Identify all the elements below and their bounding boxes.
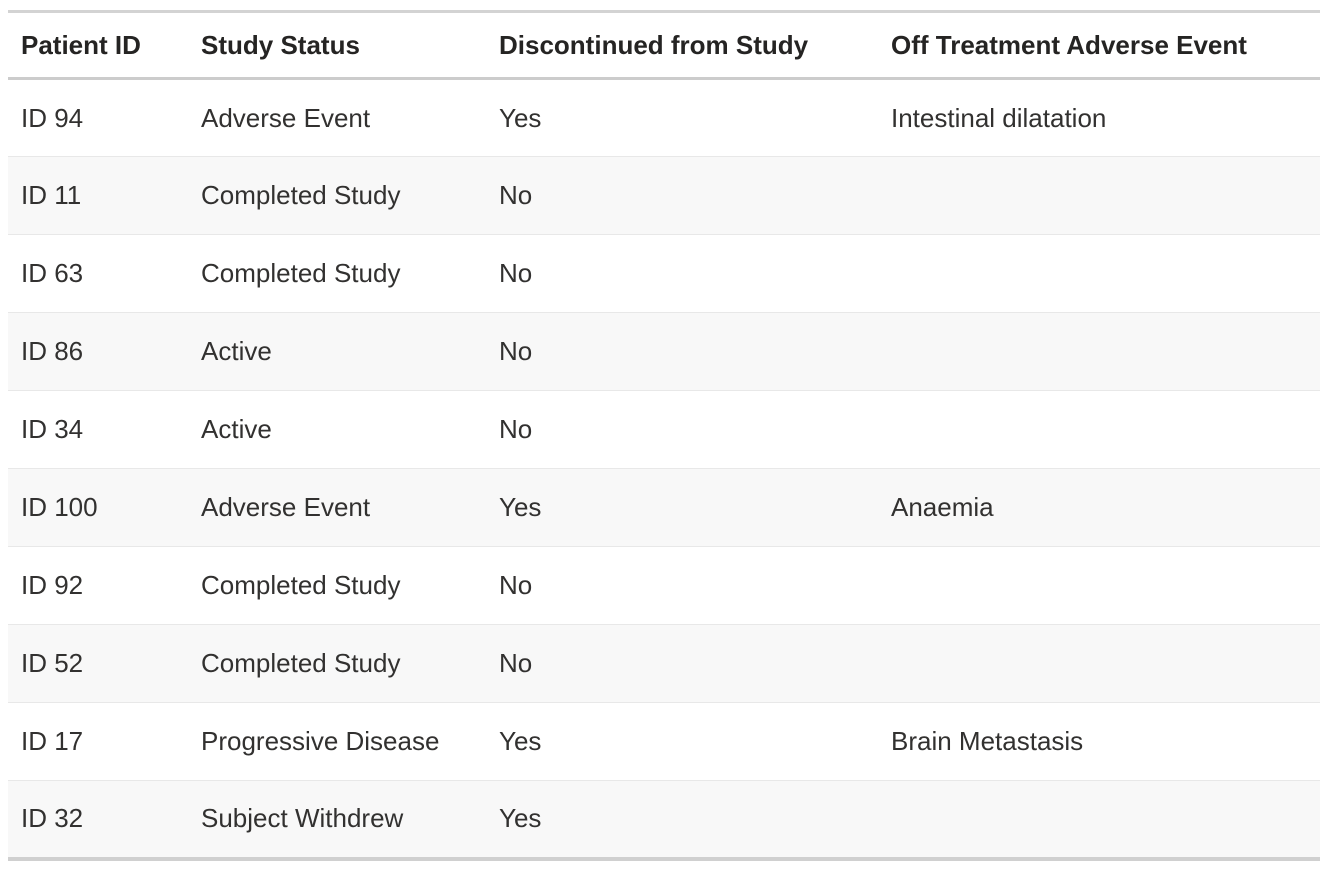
table-cell-discontinued[interactable]: Yes: [486, 468, 878, 547]
table-cell-discontinued[interactable]: No: [486, 624, 878, 703]
table-cell-patient_id[interactable]: ID 52: [8, 624, 188, 703]
table-cell-adverse_event[interactable]: Anaemia: [878, 468, 1320, 547]
table-cell-adverse_event[interactable]: [878, 312, 1320, 391]
table-cell-study_status[interactable]: Completed Study: [188, 546, 486, 625]
table-cell-study_status[interactable]: Adverse Event: [188, 468, 486, 547]
table-cell-adverse_event[interactable]: [878, 390, 1320, 469]
table-row[interactable]: ID 63 Completed Study No: [8, 234, 1320, 313]
table-cell-patient_id[interactable]: ID 32: [8, 780, 188, 861]
table-cell-patient_id[interactable]: ID 63: [8, 234, 188, 313]
table-cell-study_status[interactable]: Adverse Event: [201, 102, 371, 133]
table-cell-adverse_event[interactable]: [878, 156, 1320, 235]
column-header-adverse-event[interactable]: Off Treatment Adverse Event: [878, 10, 1320, 80]
table-cell-adverse_event[interactable]: [878, 546, 1320, 625]
table-cell-discontinued[interactable]: Yes: [486, 702, 878, 781]
table-row[interactable]: ID 32 Subject Withdrew Yes: [8, 780, 1320, 861]
table-cell-patient_id[interactable]: ID 11: [8, 156, 188, 235]
column-header-discontinued[interactable]: Discontinued from Study: [486, 10, 878, 80]
table-row[interactable]: ID 52 Completed Study No: [8, 624, 1320, 703]
table-cell-discontinued[interactable]: Yes: [499, 102, 542, 133]
table-row[interactable]: ID 11 Completed Study No: [8, 156, 1320, 235]
table-cell-study_status[interactable]: Subject Withdrew: [188, 780, 486, 861]
table-body: ID 94 Adverse Event Yes Intestinal dilatati…: [8, 78, 1320, 861]
table-header: Patient ID Study Status Discontinued fro…: [8, 10, 1320, 80]
table-cell-adverse_event[interactable]: [878, 780, 1320, 861]
table-cell-study_status[interactable]: Completed Study: [188, 156, 486, 235]
table-row[interactable]: ID 86 Active No: [8, 312, 1320, 391]
table-cell-patient_id[interactable]: ID 17: [8, 702, 188, 781]
table-cell-study_status[interactable]: Completed Study: [188, 234, 486, 313]
table-cell-discontinued[interactable]: No: [486, 312, 878, 391]
table-cell-adverse_event[interactable]: Intestinal dilatation: [891, 102, 1107, 133]
table-cell-study_status[interactable]: Progressive Disease: [188, 702, 486, 781]
column-header-patient-id[interactable]: Patient ID: [8, 10, 188, 80]
table-cell-patient_id[interactable]: ID 92: [8, 546, 188, 625]
table-cell-patient_id[interactable]: ID 94: [21, 102, 84, 133]
patient-table: Patient ID Study Status Discontinued fro…: [8, 10, 1320, 861]
table-cell-study_status[interactable]: Active: [188, 312, 486, 391]
table-cell-discontinued[interactable]: No: [486, 234, 878, 313]
table-cell-patient_id[interactable]: ID 86: [8, 312, 188, 391]
table-cell-adverse_event[interactable]: Brain Metastasis: [878, 702, 1320, 781]
table-cell-adverse_event[interactable]: [878, 624, 1320, 703]
patient-table-container: Patient ID Study Status Discontinued fro…: [8, 10, 1320, 861]
table-cell-adverse_event[interactable]: [878, 234, 1320, 313]
table-row[interactable]: ID 100 Adverse Event Yes Anaemia: [8, 468, 1320, 547]
table-cell-discontinued[interactable]: Yes: [486, 780, 878, 861]
table-row[interactable]: ID 17 Progressive Disease Yes Brain Metasta…: [8, 702, 1320, 781]
table-cell-discontinued[interactable]: No: [486, 546, 878, 625]
column-header-study-status[interactable]: Study Status: [188, 10, 486, 80]
table-header-row: Patient ID Study Status Discontinued fro…: [8, 10, 1320, 80]
table-row[interactable]: ID 92 Completed Study No: [8, 546, 1320, 625]
table-row[interactable]: ID 94 Adverse Event Yes Intestinal dilatati…: [8, 78, 1320, 157]
table-cell-patient_id[interactable]: ID 100: [8, 468, 188, 547]
table-cell-study_status[interactable]: Active: [188, 390, 486, 469]
table-cell-study_status[interactable]: Completed Study: [188, 624, 486, 703]
table-cell-patient_id[interactable]: ID 34: [8, 390, 188, 469]
table-cell-discontinued[interactable]: No: [486, 156, 878, 235]
table-cell-discontinued[interactable]: No: [486, 390, 878, 469]
table-row[interactable]: ID 34 Active No: [8, 390, 1320, 469]
